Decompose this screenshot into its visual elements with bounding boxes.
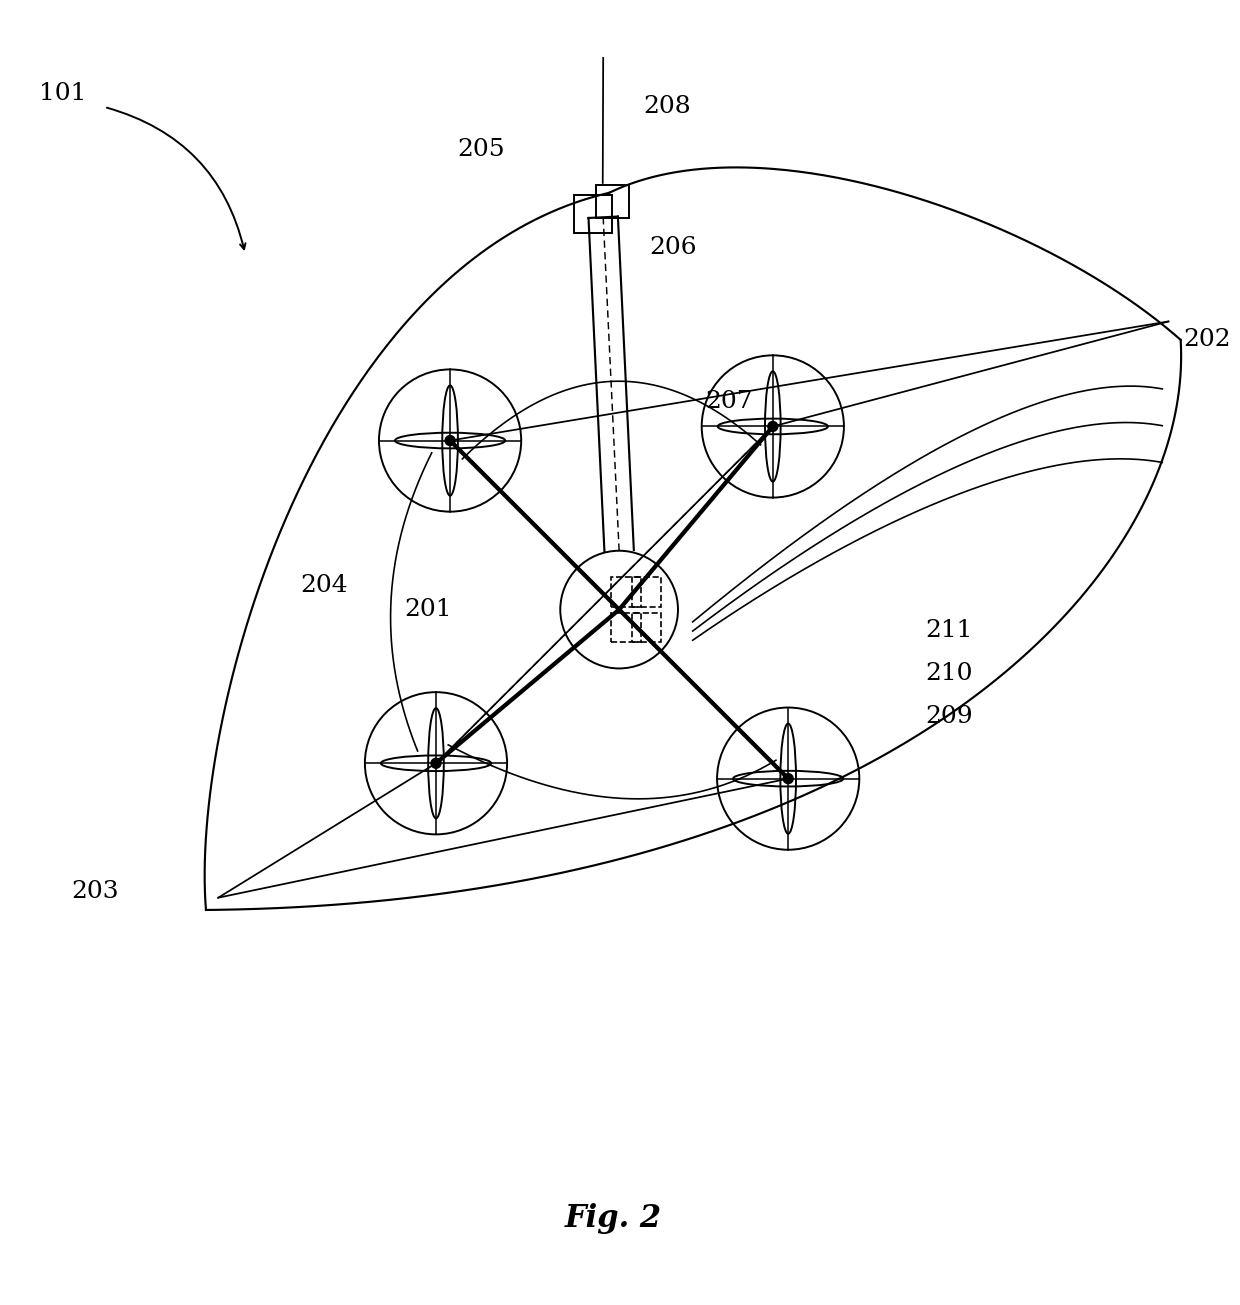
Text: Fig. 2: Fig. 2 — [564, 1203, 662, 1235]
Text: 208: 208 — [644, 95, 691, 119]
Bar — [611, 612, 641, 642]
Circle shape — [768, 422, 777, 432]
Text: 201: 201 — [404, 598, 453, 621]
Text: 205: 205 — [458, 138, 505, 162]
Bar — [632, 612, 661, 642]
Text: 206: 206 — [650, 236, 697, 260]
Text: 204: 204 — [300, 574, 348, 596]
Bar — [611, 577, 641, 607]
Circle shape — [432, 758, 441, 769]
Text: 209: 209 — [925, 705, 973, 728]
Circle shape — [445, 436, 455, 445]
Bar — [632, 577, 661, 607]
Text: 210: 210 — [925, 662, 973, 685]
Text: 203: 203 — [71, 880, 119, 903]
Text: 101: 101 — [40, 82, 87, 106]
Text: 211: 211 — [925, 619, 973, 642]
Circle shape — [784, 774, 794, 783]
Text: 207: 207 — [706, 390, 753, 412]
Text: 202: 202 — [1183, 329, 1231, 351]
